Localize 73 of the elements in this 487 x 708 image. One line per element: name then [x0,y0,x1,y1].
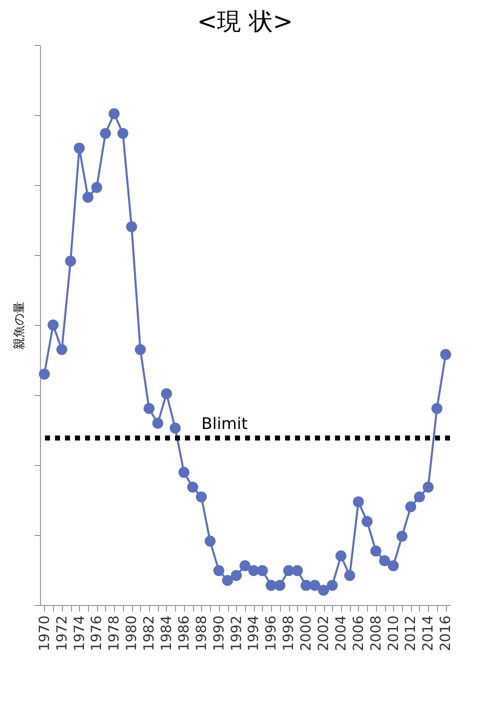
x-tick-label: 1986 [176,615,192,652]
y-axis-title: 親魚の量 [12,302,26,350]
point [204,536,216,547]
point [222,574,234,586]
x-tick-label: 1972 [54,616,70,652]
point [256,565,268,576]
x-tick-label: 2000 [298,616,315,652]
x-tick-label: 2008 [368,616,384,652]
x-tick-label: 1978 [106,616,123,652]
point [362,516,373,527]
x-tick-label: 1996 [264,615,280,652]
point [117,128,128,139]
point [440,349,452,360]
point [65,256,76,267]
point [100,128,111,139]
x-tick-label: 1998 [281,616,298,652]
x-tick-label: 1994 [246,615,262,652]
x-tick-label: 1988 [194,616,210,652]
point [370,546,382,556]
point [414,491,425,502]
x-tick-label: 2004 [333,615,350,652]
point [422,482,434,493]
point [292,565,303,576]
point [178,466,190,478]
point [91,182,102,193]
point [74,142,85,154]
point [274,580,286,591]
point [309,580,320,591]
point [318,584,329,596]
x-tick-label: 1982 [142,616,158,652]
x-tick-label: 1974 [72,615,88,652]
x-tick-label: 1980 [124,616,140,652]
point [352,496,364,508]
x-tick-label: 2006 [350,615,367,652]
point [187,482,198,493]
x-tick-label: 1970 [36,616,53,652]
point [161,388,172,400]
point [344,570,356,581]
point [379,555,390,566]
point [240,560,250,572]
point [396,530,408,542]
point [48,320,59,330]
point [126,221,138,232]
x-tick-label: 2002 [316,616,332,652]
point [405,501,416,512]
point [134,344,146,356]
x-tick-label: 2014 [420,615,437,652]
point [300,580,312,591]
point [170,422,181,434]
point [144,403,155,414]
point [196,491,207,502]
x-tick-label: 1984 [158,615,175,652]
point [326,580,338,591]
ref-line-label: Blimit [201,414,248,433]
x-tick-label: 2012 [403,616,420,652]
x-tick-label: 1990 [211,616,228,652]
x-tick-label: 2016 [438,615,454,652]
point [431,403,442,414]
x-tick-label: 1992 [228,616,245,652]
point [388,560,399,572]
point [56,344,68,356]
point [152,418,164,429]
point [230,570,242,581]
point [266,580,277,591]
x-tick-label: 1976 [89,615,106,652]
point [108,108,120,120]
chart-title: <現 状> [197,8,293,36]
point [335,550,346,562]
x-tick-label: 2010 [386,616,402,652]
point [213,565,224,576]
point [38,368,50,380]
point [82,192,94,203]
point [283,565,294,576]
